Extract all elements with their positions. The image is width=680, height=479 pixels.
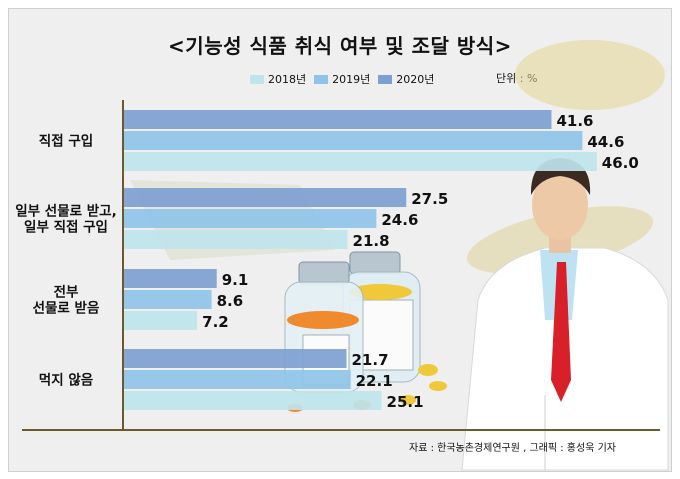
legend-label-2019: 2019년	[332, 73, 371, 86]
legend-item-2018: 2018년	[250, 71, 306, 87]
value-label: 44.6	[587, 133, 624, 151]
plot-area: 41.6 44.6 46.0 직접 구입 27.5 24.6 21.8 일부 선물로 받고, 일…	[15, 100, 660, 431]
bar-2020년-3	[123, 349, 347, 368]
category-label: 직접 구입	[39, 133, 93, 150]
value-label: 41.6	[556, 112, 593, 130]
bar-2020년-2	[123, 269, 217, 288]
value-label: 9.1	[222, 271, 249, 289]
value-label: 46.0	[602, 154, 639, 172]
legend-label-2018: 2018년	[268, 73, 307, 86]
category-label: 먹지 않음	[39, 372, 93, 389]
value-label: 21.8	[353, 232, 390, 250]
pill-blur-icon	[515, 40, 665, 110]
bar-2019년-2	[123, 290, 212, 309]
category-label: 전부 선물로 받음	[33, 284, 100, 317]
bar-2019년-1	[123, 209, 377, 228]
bar-2018년-1	[123, 230, 348, 249]
legend-swatch-2020	[378, 74, 393, 84]
bar-2020년-0	[123, 110, 552, 129]
bar-2018년-3	[123, 391, 382, 410]
value-label: 25.1	[387, 393, 424, 411]
doctor-illustration	[461, 158, 669, 471]
chart-title: <기능성 식품 취식 여부 및 조달 방식>	[168, 34, 512, 58]
category-label: 일부 선물로 받고, 일부 직접 구입	[15, 204, 116, 236]
bar-2019년-3	[123, 370, 351, 389]
bar-2018년-2	[123, 311, 198, 330]
source-note: 자료 : 한국농촌경제연구원 , 그래픽 : 홍성욱 기자	[409, 443, 616, 454]
value-label: 8.6	[217, 292, 244, 310]
legend-item-2020: 2020년	[378, 71, 434, 87]
value-label: 24.6	[381, 211, 418, 229]
bar-2018년-0	[123, 152, 597, 171]
value-label: 27.5	[411, 190, 448, 208]
value-label: 22.1	[356, 372, 393, 390]
bar-2020년-1	[123, 188, 407, 207]
legend-swatch-2018	[250, 74, 264, 84]
value-label: 21.7	[352, 351, 389, 369]
bar-2019년-0	[123, 131, 583, 150]
value-label: 7.2	[202, 313, 229, 331]
legend-item-2019: 2019년	[314, 71, 370, 87]
legend-swatch-2019	[314, 74, 329, 84]
legend: 2018년 2019년 2020년	[250, 71, 434, 87]
legend-label-2020: 2020년	[396, 73, 435, 86]
